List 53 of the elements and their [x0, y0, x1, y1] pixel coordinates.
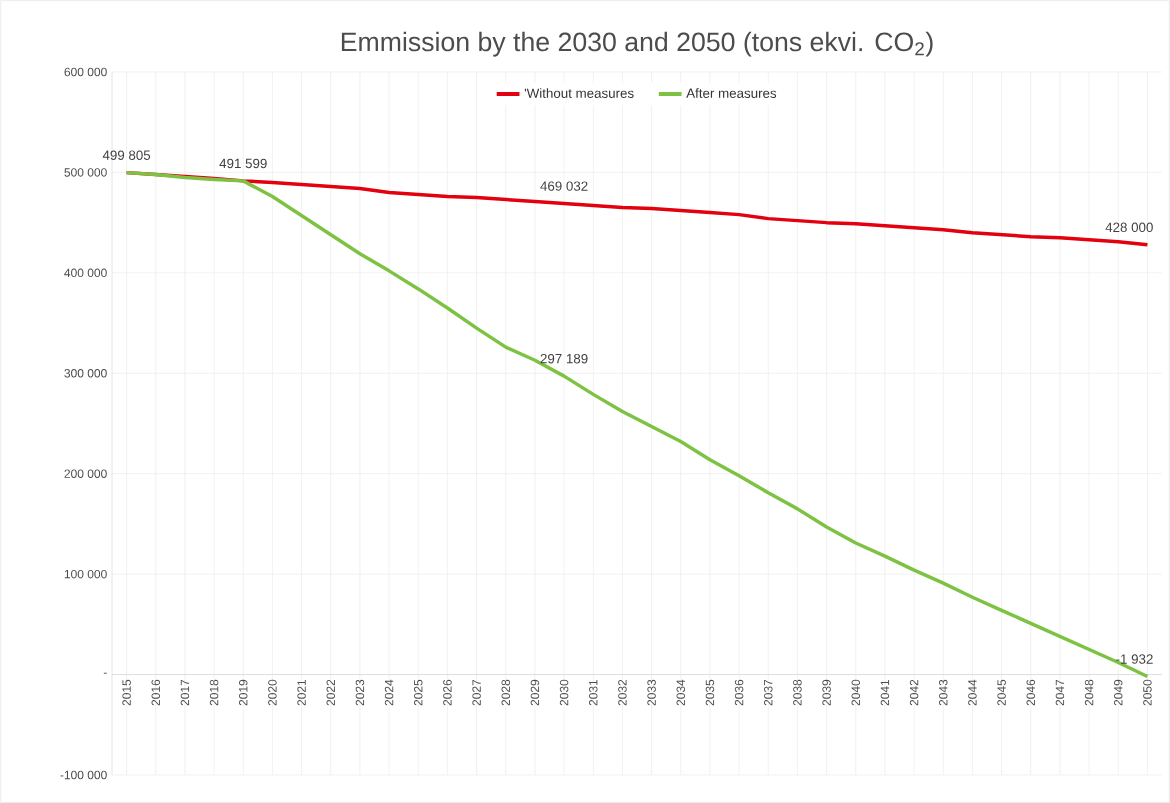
y-tick-label: 600 000: [64, 67, 107, 77]
x-tick-label: 2031: [589, 679, 598, 706]
legend-label: 'Without measures: [524, 88, 634, 98]
x-tick-label: 2018: [209, 679, 219, 706]
x-tick-label: 2024: [384, 679, 394, 706]
y-tick-label: -: [103, 672, 107, 674]
x-tick-label: 2039: [822, 679, 831, 706]
x-tick-label: 2041: [880, 679, 890, 706]
data-label: 428 000: [1105, 222, 1153, 233]
y-tick-label: 500 000: [64, 168, 107, 177]
x-tick-label: 2038: [793, 679, 802, 706]
y-tick-label: 100 000: [64, 569, 107, 579]
y-tick-label: 300 000: [64, 369, 107, 378]
x-tick-label: 2046: [1026, 679, 1036, 706]
x-tick-label: 2028: [501, 679, 511, 706]
data-label: 491 599: [219, 158, 267, 169]
x-tick-label: 2019: [239, 679, 248, 706]
data-label: 499 805: [102, 150, 151, 160]
x-tick-label: 2034: [676, 679, 686, 706]
data-label: 297 189: [540, 353, 588, 364]
x-tick-label: 2036: [734, 679, 744, 706]
legend-label: After measures: [686, 88, 777, 98]
y-tick-label: 200 000: [64, 469, 107, 478]
x-tick-label: 2023: [355, 679, 365, 706]
x-tick-label: 2044: [968, 679, 977, 706]
x-tick-label: 2045: [997, 679, 1006, 706]
x-tick-label: 2043: [939, 679, 948, 706]
x-tick-label: 2025: [414, 679, 423, 706]
x-tick-label: 2050: [1143, 679, 1152, 706]
data-label: -1 932: [1116, 654, 1153, 664]
x-tick-label: 2026: [443, 679, 452, 706]
x-tick-label: 2035: [705, 679, 715, 706]
x-tick-label: 2037: [764, 679, 773, 706]
x-tick-label: 2042: [909, 679, 919, 706]
x-tick-label: 2016: [151, 679, 161, 706]
data-label: 469 032: [540, 181, 588, 191]
x-tick-label: 2048: [1084, 679, 1094, 706]
x-tick-label: 2021: [297, 679, 306, 706]
y-tick-label: 400 000: [64, 268, 107, 278]
x-tick-label: 2017: [180, 679, 190, 706]
x-tick-label: 2047: [1055, 679, 1065, 706]
x-tick-label: 2022: [326, 679, 336, 706]
x-tick-label: 2040: [851, 679, 861, 706]
x-tick-label: 2030: [559, 679, 569, 706]
chart-title: Emmission by the 2030 and 2050 (tons ekvi. CO$_{2}$): [341, 31, 933, 57]
x-tick-label: 2015: [122, 679, 131, 706]
y-tick-label: -100 000: [60, 770, 107, 780]
x-tick-label: 2049: [1114, 679, 1123, 706]
x-tick-label: 2033: [647, 679, 656, 706]
x-tick-label: 2029: [530, 679, 540, 706]
x-tick-label: 2020: [268, 679, 277, 706]
x-tick-label: 2027: [472, 679, 481, 706]
x-tick-label: 2032: [618, 679, 627, 706]
